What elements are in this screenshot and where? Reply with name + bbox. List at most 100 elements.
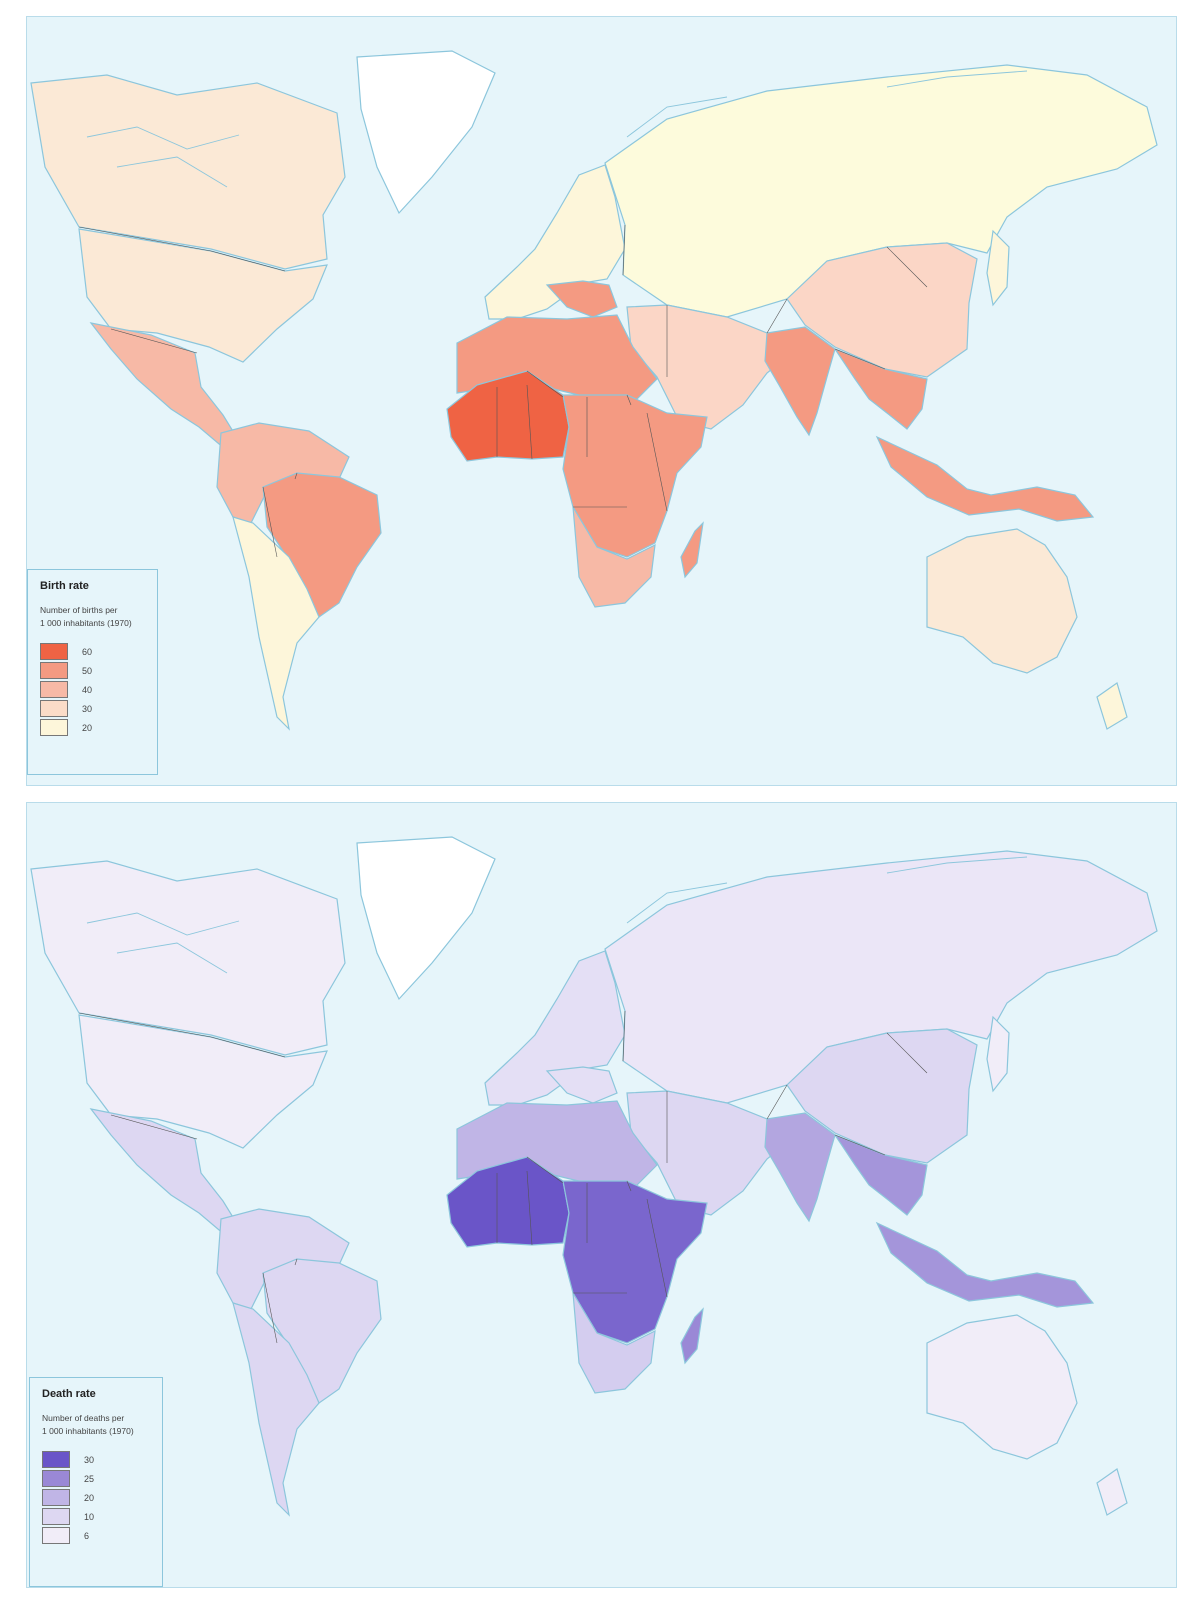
birth-legend-class: 60 (40, 642, 145, 661)
death-legend-label: 20 (84, 1492, 95, 1503)
region-australia (926, 528, 1078, 674)
region-balkans (545, 1066, 618, 1104)
country-border (622, 1010, 626, 1062)
death-legend-class: 30 (42, 1450, 150, 1469)
region-southeast-asia (833, 347, 928, 430)
birth-legend-class: 20 (40, 718, 145, 737)
death-legend-swatch (42, 1508, 70, 1525)
birth-legend-title: Birth rate (40, 580, 89, 592)
region-indonesia (875, 435, 1095, 522)
birth-legend-swatch (40, 681, 68, 698)
birth-legend-class: 40 (40, 680, 145, 699)
region-japan (986, 1015, 1010, 1093)
country-border (262, 1272, 278, 1344)
death-legend-swatch (42, 1451, 70, 1468)
country-border (110, 1114, 198, 1140)
death-legend-classes: 30 25 20 10 6 (42, 1450, 150, 1545)
death-legend-label: 25 (84, 1473, 95, 1484)
region-india (764, 1112, 836, 1223)
death-legend-subtitle: Number of deaths per 1 000 inhabitants (… (42, 1413, 134, 1436)
country-border (526, 1170, 533, 1246)
death-legend-class: 20 (42, 1488, 150, 1507)
region-indonesia (875, 1221, 1095, 1308)
region-greenland (356, 836, 496, 1001)
country-border (526, 370, 564, 398)
region-china (786, 1028, 978, 1164)
birth-legend-label: 50 (82, 665, 93, 676)
region-canada (30, 74, 346, 270)
country-border (646, 1198, 668, 1298)
region-australia (926, 1314, 1078, 1460)
coastline-detail (626, 856, 1028, 924)
coastline-detail (86, 126, 240, 188)
region-west-africa (446, 1156, 570, 1248)
region-madagascar (680, 1307, 704, 1365)
region-greenland (356, 50, 496, 215)
country-border (834, 348, 886, 370)
death-rate-map: Death rate Number of deaths per 1 000 in… (26, 802, 1177, 1588)
country-border (78, 1012, 286, 1058)
death-legend-class: 10 (42, 1507, 150, 1526)
death-legend-swatch (42, 1489, 70, 1506)
region-south-america-south (232, 516, 320, 731)
country-border (834, 1134, 886, 1156)
death-map-svg (30, 836, 1158, 1517)
country-border (622, 224, 626, 276)
birth-legend-label: 30 (82, 703, 93, 714)
country-border (110, 328, 198, 354)
death-legend-title: Death rate (42, 1388, 96, 1400)
country-border (886, 246, 928, 288)
birth-legend-swatch (40, 719, 68, 736)
birth-legend-swatch (40, 643, 68, 660)
birth-map-svg (30, 50, 1158, 731)
birth-legend-subtitle: Number of births per 1 000 inhabitants (… (40, 605, 132, 628)
region-madagascar (680, 521, 704, 579)
country-border (766, 298, 788, 334)
region-japan (986, 229, 1010, 307)
birth-legend-label: 60 (82, 646, 93, 657)
country-border (262, 486, 278, 558)
coastline-detail (626, 70, 1028, 138)
coastline-detail (86, 912, 240, 974)
region-southern-africa (572, 506, 656, 608)
region-india (764, 326, 836, 437)
birth-legend: Birth rate Number of births per 1 000 in… (27, 569, 158, 775)
country-border (626, 1180, 632, 1192)
country-border (646, 412, 668, 512)
death-legend-label: 30 (84, 1454, 95, 1465)
death-legend: Death rate Number of deaths per 1 000 in… (29, 1377, 163, 1587)
country-border (294, 1258, 298, 1266)
death-legend-swatch (42, 1470, 70, 1487)
region-central-africa (562, 1180, 708, 1344)
country-border (294, 472, 298, 480)
birth-rate-map: Birth rate Number of births per 1 000 in… (26, 16, 1177, 786)
region-central-africa (562, 394, 708, 558)
birth-legend-class: 30 (40, 699, 145, 718)
birth-legend-swatch (40, 700, 68, 717)
region-china (786, 242, 978, 378)
country-border (886, 1032, 928, 1074)
birth-legend-class: 50 (40, 661, 145, 680)
birth-legend-label: 20 (82, 722, 93, 733)
country-border (626, 394, 632, 406)
region-southeast-asia (833, 1133, 928, 1216)
birth-legend-swatch (40, 662, 68, 679)
birth-legend-label: 40 (82, 684, 93, 695)
death-legend-swatch (42, 1527, 70, 1544)
death-legend-label: 6 (84, 1530, 90, 1541)
region-canada (30, 860, 346, 1056)
country-border (526, 1156, 564, 1184)
death-legend-class: 25 (42, 1469, 150, 1488)
birth-legend-classes: 60 50 40 30 20 (40, 642, 145, 737)
country-border (78, 226, 286, 272)
region-new-zealand (1096, 682, 1128, 730)
country-border (526, 384, 533, 460)
region-balkans (545, 280, 618, 318)
death-legend-label: 10 (84, 1511, 95, 1522)
country-border (766, 1084, 788, 1120)
region-south-america-south (232, 1302, 320, 1517)
death-legend-class: 6 (42, 1526, 150, 1545)
region-west-africa (446, 370, 570, 462)
region-new-zealand (1096, 1468, 1128, 1516)
region-southern-africa (572, 1292, 656, 1394)
